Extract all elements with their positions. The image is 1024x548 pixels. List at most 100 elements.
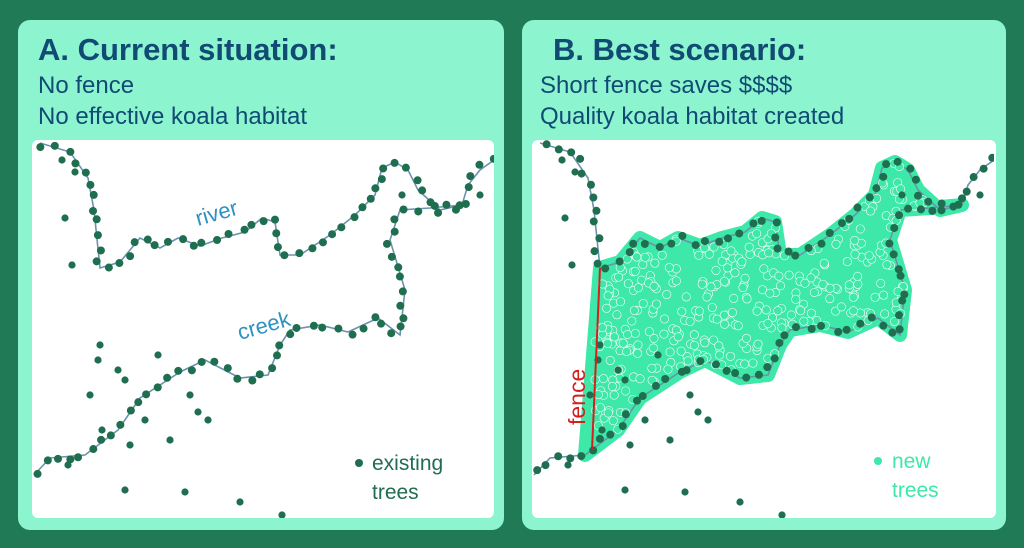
new-tree <box>730 268 740 278</box>
new-tree <box>759 264 769 274</box>
new-tree <box>729 293 739 303</box>
existing-tree <box>97 435 106 444</box>
new-tree <box>633 340 643 350</box>
existing-tree <box>248 376 257 385</box>
new-tree <box>607 381 617 391</box>
existing-tree <box>807 324 816 333</box>
new-tree <box>748 358 758 368</box>
existing-tree <box>554 452 563 461</box>
existing-tree <box>240 225 249 234</box>
existing-tree <box>130 238 139 247</box>
existing-tree <box>937 206 946 215</box>
new-tree <box>740 359 750 369</box>
new-tree <box>825 283 835 293</box>
existing-tree <box>598 426 606 434</box>
existing-tree <box>845 214 854 223</box>
new-tree <box>597 323 607 333</box>
new-tree <box>650 258 660 268</box>
existing-tree <box>382 239 391 248</box>
new-tree <box>882 260 892 270</box>
existing-tree <box>92 257 101 266</box>
existing-tree <box>308 244 317 253</box>
existing-tree <box>879 172 888 181</box>
existing-tree <box>566 454 575 463</box>
existing-tree <box>896 271 905 280</box>
existing-tree <box>735 229 744 238</box>
existing-tree <box>309 321 318 330</box>
existing-tree <box>615 257 624 266</box>
new-tree <box>697 279 707 289</box>
new-tree <box>706 282 716 292</box>
existing-tree <box>784 247 793 256</box>
existing-tree <box>141 416 149 424</box>
new-tree <box>709 242 719 252</box>
new-tree <box>633 283 643 293</box>
existing-tree <box>590 247 599 256</box>
new-tree <box>714 341 724 351</box>
new-tree <box>740 273 750 283</box>
new-tree <box>614 272 624 282</box>
new-tree <box>618 338 628 348</box>
existing-tree <box>292 323 301 332</box>
new-tree <box>609 332 619 342</box>
new-tree <box>677 307 687 317</box>
existing-tree <box>678 231 687 240</box>
new-tree <box>742 294 752 304</box>
existing-tree <box>418 186 427 195</box>
existing-tree <box>916 205 925 214</box>
new-tree <box>719 310 729 320</box>
existing-tree <box>371 313 380 322</box>
fence <box>591 267 601 451</box>
existing-tree <box>533 466 542 475</box>
new-tree <box>700 338 710 348</box>
new-tree <box>673 332 683 342</box>
new-tree <box>850 249 860 259</box>
new-tree <box>709 335 719 345</box>
existing-tree <box>186 391 194 399</box>
existing-tree <box>638 392 647 401</box>
existing-tree <box>969 173 978 182</box>
existing-tree <box>872 184 881 193</box>
existing-tree <box>350 213 359 222</box>
existing-tree <box>224 230 233 239</box>
existing-tree <box>749 219 758 228</box>
existing-tree <box>625 248 634 257</box>
new-tree <box>784 270 794 280</box>
existing-tree <box>558 156 566 164</box>
existing-tree <box>66 147 75 156</box>
new-tree <box>651 299 661 309</box>
existing-tree <box>86 180 95 189</box>
existing-tree <box>567 148 576 157</box>
map-content <box>533 140 994 518</box>
existing-tree <box>904 204 913 213</box>
existing-tree <box>913 191 922 200</box>
existing-tree <box>387 329 396 338</box>
existing-tree <box>667 239 676 248</box>
new-tree <box>659 329 669 339</box>
map-content <box>33 141 494 518</box>
existing-tree <box>577 169 586 178</box>
new-tree <box>825 294 835 304</box>
existing-tree <box>223 364 232 373</box>
new-tree <box>819 258 829 268</box>
existing-tree <box>134 398 143 407</box>
new-tree <box>638 299 648 309</box>
map-a-layer <box>33 141 494 518</box>
existing-tree <box>763 363 772 372</box>
existing-tree <box>166 436 174 444</box>
existing-tree <box>366 194 375 203</box>
existing-tree <box>396 301 405 310</box>
existing-tree <box>958 194 967 203</box>
new-tree <box>630 328 640 338</box>
existing-tree <box>882 160 891 169</box>
existing-tree <box>541 461 550 470</box>
new-tree <box>683 356 693 366</box>
new-tree <box>752 229 762 239</box>
existing-tree <box>677 367 686 376</box>
existing-tree <box>126 406 135 415</box>
existing-tree <box>577 452 586 461</box>
existing-tree <box>379 164 388 173</box>
subtitle: Short fence saves $$$$ <box>540 72 792 99</box>
new-tree <box>853 271 863 281</box>
existing-tree <box>89 445 98 454</box>
